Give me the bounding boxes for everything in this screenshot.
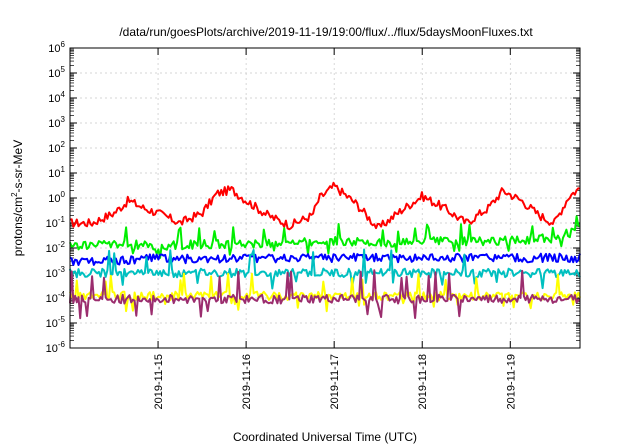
- series-line: [69, 252, 581, 266]
- chart-title: /data/run/goesPlots/archive/2019-11-19/1…: [119, 25, 533, 39]
- y-axis-label: protons/cm2-s-sr-MeV: [10, 140, 25, 256]
- plot-frame: [69, 47, 581, 349]
- y-tick-label: 106: [48, 40, 65, 55]
- y-tick-label: 104: [48, 90, 65, 105]
- y-tick-label: 100: [48, 190, 65, 205]
- y-tick-label: 103: [48, 115, 65, 130]
- x-tick-label: 2019-11-16: [241, 354, 253, 409]
- x-tick-label: 2019-11-17: [329, 354, 341, 409]
- y-tick-label: 10-3: [46, 265, 66, 280]
- y-tick-label: 10-2: [46, 240, 66, 255]
- x-tick-label: 2019-11-19: [505, 354, 517, 409]
- x-tick-labels: 2019-11-15 2019-11-16 2019-11-17 2019-11-18…: [153, 354, 517, 409]
- y-tick-label: 102: [48, 140, 65, 155]
- series-line: [69, 248, 581, 290]
- y-tick-label: 101: [48, 165, 65, 180]
- series-group: [69, 181, 581, 320]
- series-line: [69, 181, 581, 231]
- x-axis-label: Coordinated Universal Time (UTC): [233, 430, 417, 444]
- x-tick-label: 2019-11-15: [153, 354, 165, 409]
- plot-area: [69, 47, 581, 349]
- y-tick-label: 10-5: [46, 315, 66, 330]
- x-tick-label: 2019-11-18: [417, 354, 429, 409]
- y-tick-label: 10-1: [46, 215, 66, 230]
- y-tick-label: 10-6: [46, 340, 66, 355]
- series-line: [69, 215, 581, 259]
- series-line: [69, 269, 581, 320]
- y-tick-label: 105: [48, 65, 65, 80]
- y-tick-labels: 10-6 10-5 10-4 10-3 10-2 10-1 100 101 102 103 104 1…: [46, 40, 66, 355]
- y-tick-label: 10-4: [46, 290, 66, 305]
